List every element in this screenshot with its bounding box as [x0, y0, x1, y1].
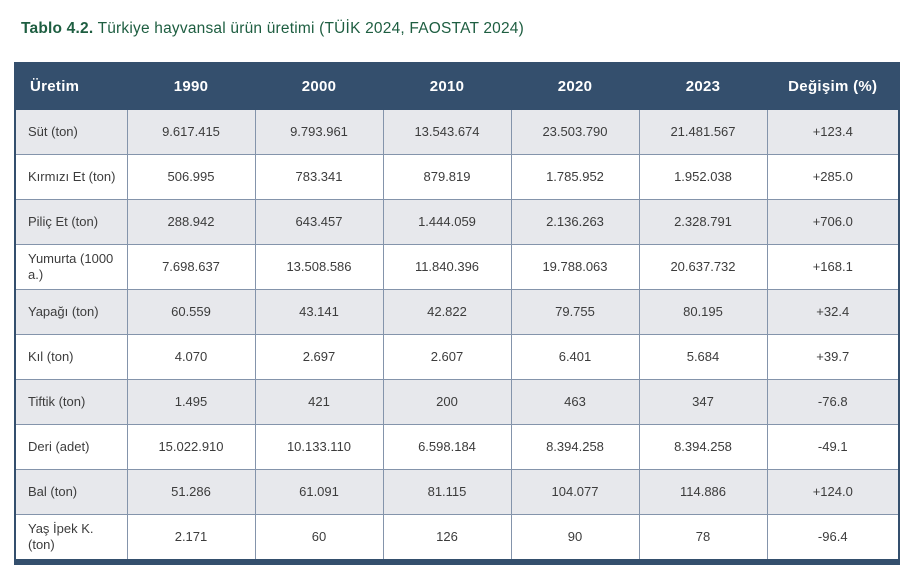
cell: 1.952.038 — [638, 154, 768, 200]
cell: +168.1 — [766, 244, 900, 290]
table-number-label: Tablo 4.2. — [21, 20, 94, 37]
document-page: Tablo 4.2. Türkiye hayvansal ürün üretim… — [14, 20, 900, 565]
cell: 5.684 — [638, 334, 768, 380]
cell: 13.543.674 — [382, 109, 512, 155]
column-header-2023: 2023 — [638, 62, 768, 110]
cell: 20.637.732 — [638, 244, 768, 290]
cell: 51.286 — [126, 469, 256, 515]
cell: 2.697 — [254, 334, 384, 380]
cell: 8.394.258 — [638, 424, 768, 470]
cell: +285.0 — [766, 154, 900, 200]
table-header-row: Üretim 1990 2000 2010 2020 2023 Değişim … — [14, 62, 900, 110]
cell: 104.077 — [510, 469, 640, 515]
cell: 506.995 — [126, 154, 256, 200]
table-row-yumurta: Yumurta (1000 a.) 7.698.637 13.508.586 1… — [14, 244, 900, 290]
production-table-container: Üretim 1990 2000 2010 2020 2023 Değişim … — [14, 62, 900, 565]
table-row-bal: Bal (ton) 51.286 61.091 81.115 104.077 1… — [14, 469, 900, 515]
cell: 21.481.567 — [638, 109, 768, 155]
page-title: Tablo 4.2. Türkiye hayvansal ürün üretim… — [21, 20, 524, 38]
cell: 80.195 — [638, 289, 768, 335]
row-label: Yapağı (ton) — [14, 289, 128, 335]
cell: 43.141 — [254, 289, 384, 335]
column-header-1990: 1990 — [126, 62, 256, 110]
cell: 15.022.910 — [126, 424, 256, 470]
cell: 126 — [382, 514, 512, 563]
cell: 7.698.637 — [126, 244, 256, 290]
row-label: Süt (ton) — [14, 109, 128, 155]
table-row-kirmizi-et: Kırmızı Et (ton) 506.995 783.341 879.819… — [14, 154, 900, 200]
cell: 19.788.063 — [510, 244, 640, 290]
table-row-yapagi: Yapağı (ton) 60.559 43.141 42.822 79.755… — [14, 289, 900, 335]
cell: 2.607 — [382, 334, 512, 380]
cell: +32.4 — [766, 289, 900, 335]
cell: 1.444.059 — [382, 199, 512, 245]
row-label: Yaş İpek K. (ton) — [14, 514, 128, 563]
row-label: Kırmızı Et (ton) — [14, 154, 128, 200]
cell: 114.886 — [638, 469, 768, 515]
row-label: Kıl (ton) — [14, 334, 128, 380]
cell: 11.840.396 — [382, 244, 512, 290]
cell: 463 — [510, 379, 640, 425]
table-row-tiftik: Tiftik (ton) 1.495 421 200 463 347 -76.8 — [14, 379, 900, 425]
cell: 9.617.415 — [126, 109, 256, 155]
cell: 10.133.110 — [254, 424, 384, 470]
cell: 90 — [510, 514, 640, 563]
cell: 643.457 — [254, 199, 384, 245]
row-label: Bal (ton) — [14, 469, 128, 515]
cell: 60.559 — [126, 289, 256, 335]
cell: 8.394.258 — [510, 424, 640, 470]
cell: 347 — [638, 379, 768, 425]
cell: 2.328.791 — [638, 199, 768, 245]
cell: 23.503.790 — [510, 109, 640, 155]
row-label: Piliç Et (ton) — [14, 199, 128, 245]
table-row-sut: Süt (ton) 9.617.415 9.793.961 13.543.674… — [14, 109, 900, 155]
cell: 42.822 — [382, 289, 512, 335]
table-title-text: Türkiye hayvansal ürün üretimi (TÜİK 202… — [93, 20, 524, 37]
cell: +39.7 — [766, 334, 900, 380]
cell: +706.0 — [766, 199, 900, 245]
cell: 288.942 — [126, 199, 256, 245]
column-header-degisim: Değişim (%) — [766, 62, 900, 110]
cell: 2.171 — [126, 514, 256, 563]
cell: 79.755 — [510, 289, 640, 335]
cell: 13.508.586 — [254, 244, 384, 290]
column-header-2010: 2010 — [382, 62, 512, 110]
cell: -96.4 — [766, 514, 900, 563]
row-label: Tiftik (ton) — [14, 379, 128, 425]
cell: 78 — [638, 514, 768, 563]
table-row-deri: Deri (adet) 15.022.910 10.133.110 6.598.… — [14, 424, 900, 470]
cell: -76.8 — [766, 379, 900, 425]
column-header-2020: 2020 — [510, 62, 640, 110]
column-header-uretim: Üretim — [14, 62, 128, 110]
cell: 6.401 — [510, 334, 640, 380]
cell: 81.115 — [382, 469, 512, 515]
cell: 4.070 — [126, 334, 256, 380]
cell: 1.785.952 — [510, 154, 640, 200]
table-row-yas-ipek: Yaş İpek K. (ton) 2.171 60 126 90 78 -96… — [14, 514, 900, 563]
cell: 783.341 — [254, 154, 384, 200]
cell: 421 — [254, 379, 384, 425]
table-row-pilic-et: Piliç Et (ton) 288.942 643.457 1.444.059… — [14, 199, 900, 245]
cell: 1.495 — [126, 379, 256, 425]
cell: -49.1 — [766, 424, 900, 470]
cell: 61.091 — [254, 469, 384, 515]
cell: 60 — [254, 514, 384, 563]
cell: +123.4 — [766, 109, 900, 155]
cell: 9.793.961 — [254, 109, 384, 155]
table-row-kil: Kıl (ton) 4.070 2.697 2.607 6.401 5.684 … — [14, 334, 900, 380]
production-table: Üretim 1990 2000 2010 2020 2023 Değişim … — [14, 62, 900, 565]
column-header-2000: 2000 — [254, 62, 384, 110]
cell: +124.0 — [766, 469, 900, 515]
cell: 879.819 — [382, 154, 512, 200]
cell: 6.598.184 — [382, 424, 512, 470]
row-label: Yumurta (1000 a.) — [14, 244, 128, 290]
row-label: Deri (adet) — [14, 424, 128, 470]
cell: 200 — [382, 379, 512, 425]
cell: 2.136.263 — [510, 199, 640, 245]
